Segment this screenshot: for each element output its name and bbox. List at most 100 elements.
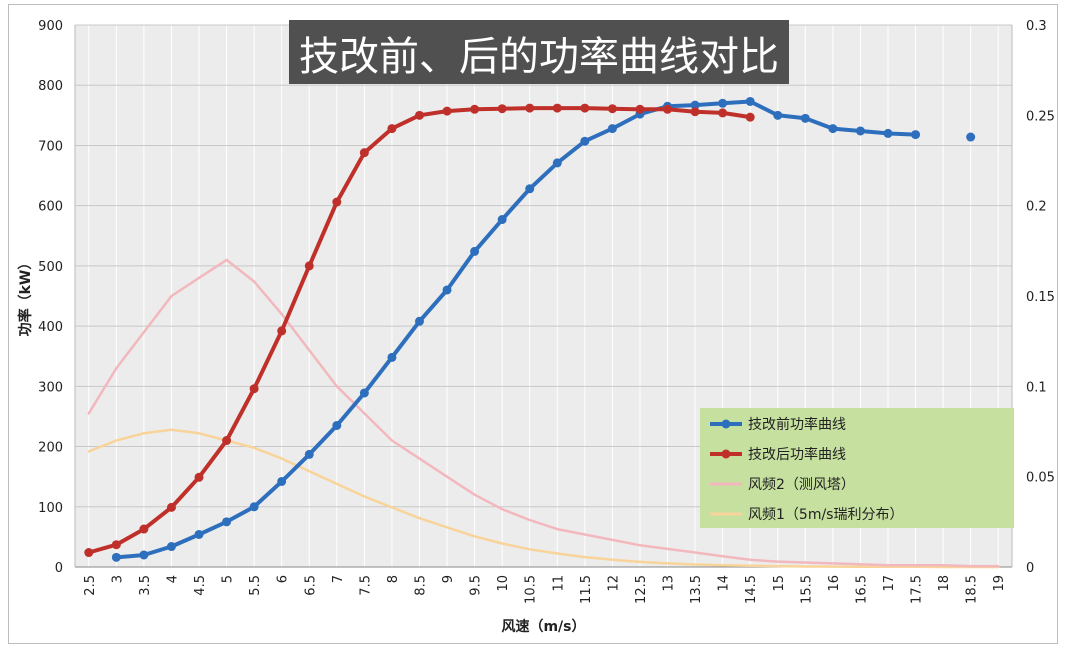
y-left-tick-label: 500 — [38, 260, 63, 275]
data-point — [883, 128, 893, 138]
y-right-tick-label: 0.3 — [1026, 19, 1047, 34]
data-point — [525, 103, 535, 113]
x-tick-label: 8.5 — [413, 575, 428, 596]
y-left-tick-label: 600 — [38, 200, 63, 215]
x-tick-label: 4 — [165, 575, 180, 583]
data-point — [332, 197, 342, 207]
data-point — [387, 352, 397, 362]
data-point — [773, 110, 783, 120]
data-point — [580, 136, 590, 146]
y-right-tick-label: 0.25 — [1026, 109, 1055, 124]
x-tick-label: 6.5 — [303, 575, 318, 596]
data-point — [800, 113, 810, 123]
grid-lines — [75, 24, 1012, 568]
data-point — [497, 104, 507, 114]
data-point — [525, 184, 535, 194]
data-point — [194, 472, 204, 482]
series-line — [87, 258, 1000, 568]
series-3 — [87, 258, 1000, 568]
data-point — [277, 326, 287, 336]
legend-item: 风频2（测风塔） — [710, 477, 855, 493]
y-left-tick-label: 0 — [55, 561, 63, 576]
data-point — [718, 108, 728, 118]
data-point — [414, 110, 424, 120]
data-point — [911, 130, 921, 140]
data-point — [580, 103, 590, 113]
y-right-tick-label: 0.1 — [1026, 380, 1047, 395]
x-tick-label: 3 — [110, 575, 125, 583]
y-left-tick-labels: 0 100 200 300 400 500 600 700 800 900 — [38, 19, 63, 576]
x-tick-label: 13 — [662, 575, 677, 592]
data-point — [194, 529, 204, 539]
series-line — [87, 428, 1000, 569]
y-left-tick-label: 100 — [38, 501, 63, 516]
x-tick-label: 3.5 — [138, 575, 153, 596]
data-point — [966, 132, 976, 142]
x-tick-label: 10 — [496, 575, 511, 592]
legend-item: 风频1（5m/s瑞利分布） — [710, 507, 903, 523]
y-right-tick-label: 0.05 — [1026, 471, 1055, 486]
chart-title-box: 技改前、后的功率曲线对比 — [289, 20, 789, 84]
x-tick-label: 7 — [331, 575, 346, 583]
x-tick-label: 17.5 — [910, 575, 925, 604]
data-point — [332, 420, 342, 430]
y-left-tick-label: 900 — [38, 19, 63, 34]
data-point — [84, 548, 94, 558]
y-left-tick-label: 200 — [38, 441, 63, 456]
x-tick-label: 11.5 — [579, 575, 594, 604]
x-tick-label: 5.5 — [248, 575, 263, 596]
data-point — [607, 124, 617, 134]
x-tick-label: 15.5 — [799, 575, 814, 604]
x-tick-label: 19 — [992, 575, 1007, 592]
data-point — [828, 124, 838, 134]
data-point — [552, 158, 562, 168]
data-point — [139, 550, 149, 560]
data-point — [222, 436, 232, 446]
x-tick-label: 10.5 — [524, 575, 539, 604]
series-1 — [111, 96, 976, 562]
data-point — [111, 552, 121, 562]
x-tick-label: 13.5 — [689, 575, 704, 604]
data-point — [359, 148, 369, 158]
data-point — [552, 103, 562, 113]
y-left-tick-label: 300 — [38, 380, 63, 395]
x-tick-label: 16 — [827, 575, 842, 592]
data-point — [304, 449, 314, 459]
legend-box — [700, 408, 1014, 528]
x-tick-label: 6 — [276, 575, 291, 583]
data-point — [359, 388, 369, 398]
data-point — [442, 285, 452, 295]
x-tick-label: 4.5 — [193, 575, 208, 596]
data-point — [663, 104, 673, 114]
data-point — [166, 502, 176, 512]
series-4 — [87, 428, 1000, 569]
x-tick-label: 14.5 — [744, 575, 759, 604]
data-point — [442, 106, 452, 116]
data-point — [718, 98, 728, 108]
data-point — [222, 517, 232, 527]
data-point — [166, 542, 176, 552]
y-right-tick-labels: 0 0.05 0.1 0.15 0.2 0.25 0.3 — [1026, 19, 1055, 576]
x-tick-label: 14 — [717, 575, 732, 592]
legend-label: 风频2（测风塔） — [748, 477, 855, 493]
data-point — [277, 476, 287, 486]
x-tick-label: 12.5 — [634, 575, 649, 604]
data-point — [470, 104, 480, 114]
series-layer — [84, 96, 1000, 569]
chart-title: 技改前、后的功率曲线对比 — [299, 34, 779, 80]
legend-marker — [721, 419, 731, 429]
y-right-tick-label: 0.2 — [1026, 200, 1047, 215]
data-point — [111, 540, 121, 550]
x-tick-label: 18.5 — [965, 575, 980, 604]
x-tick-label: 12 — [606, 575, 621, 592]
data-point — [745, 112, 755, 122]
data-point — [414, 316, 424, 326]
data-point — [304, 261, 314, 271]
legend-marker — [721, 449, 731, 459]
x-tick-label: 9 — [441, 575, 456, 583]
y-axis-title: 功率（kW） — [17, 256, 34, 337]
x-tick-label: 15 — [772, 575, 787, 592]
legend-label: 风频1（5m/s瑞利分布） — [748, 507, 903, 523]
x-tick-label: 16.5 — [854, 575, 869, 604]
